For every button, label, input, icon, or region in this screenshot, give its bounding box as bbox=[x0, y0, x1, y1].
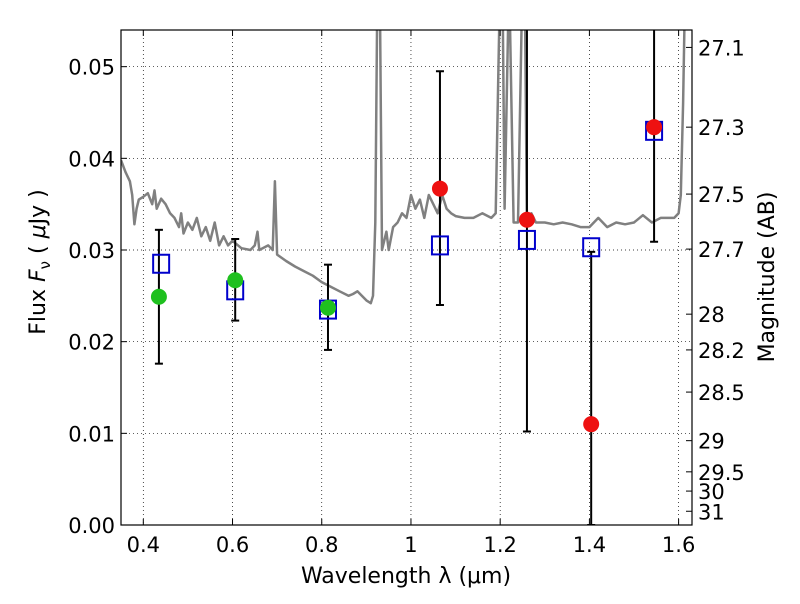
right-tick-label: 27.1 bbox=[698, 36, 745, 60]
observed-flux-point bbox=[583, 416, 600, 433]
y-tick-label: 0.03 bbox=[68, 239, 115, 263]
right-axis-label: Magnitude (AB) bbox=[755, 192, 780, 363]
grid-lines bbox=[121, 30, 692, 526]
y-axis-label: Flux Fν ( μJy ) bbox=[26, 189, 54, 334]
axis-ticks: 0.4 0.6 0.8 1 1.2 1.4 1.6 0.00 0.01 0.02 0.03 0.04 0… bbox=[68, 30, 745, 557]
x-tick-label: 1 bbox=[404, 533, 417, 557]
model-photometry-square bbox=[517, 229, 536, 250]
y-tick-label: 0.05 bbox=[68, 56, 115, 80]
observed-flux-point bbox=[150, 288, 167, 305]
observed-flux-point bbox=[518, 211, 535, 228]
model-photometry-square bbox=[430, 235, 449, 256]
right-tick-label: 28.5 bbox=[698, 381, 745, 405]
right-tick-label: 29.5 bbox=[698, 461, 745, 485]
observed-points-layer bbox=[150, 119, 663, 433]
model-spectrum-layer bbox=[121, 30, 686, 305]
y-axis-label-part: Jy ) bbox=[26, 189, 51, 226]
y-axis-label-part: ν bbox=[36, 261, 54, 269]
x-tick-label: 1.6 bbox=[662, 533, 695, 557]
y-tick-label: 0.01 bbox=[68, 422, 115, 446]
right-tick-label: 28.2 bbox=[698, 339, 745, 363]
observed-flux-point bbox=[227, 272, 244, 289]
y-tick-label: 0.00 bbox=[68, 514, 115, 538]
x-tick-label: 0.6 bbox=[216, 533, 249, 557]
x-tick-label: 0.8 bbox=[305, 533, 338, 557]
x-tick-label: 0.4 bbox=[127, 533, 160, 557]
observed-flux-point bbox=[646, 119, 663, 136]
model-photometry-square bbox=[582, 237, 601, 258]
observed-flux-point bbox=[431, 180, 448, 197]
y-axis-label-part: μ bbox=[26, 224, 51, 239]
observed-flux-point bbox=[319, 299, 336, 316]
model-points-layer bbox=[152, 120, 664, 320]
model-photometry-square bbox=[152, 253, 171, 274]
right-tick-label: 27.3 bbox=[698, 116, 745, 140]
model-spectrum-line bbox=[121, 30, 686, 305]
y-axis-label-part: Flux bbox=[26, 282, 51, 335]
right-tick-label: 29 bbox=[698, 430, 725, 454]
y-tick-label: 0.04 bbox=[68, 147, 115, 171]
right-tick-label: 31 bbox=[698, 500, 725, 524]
right-tick-label: 27.5 bbox=[698, 183, 745, 207]
right-tick-label: 28 bbox=[698, 303, 725, 327]
right-tick-label: 27.7 bbox=[698, 238, 745, 262]
plot-frame bbox=[120, 29, 693, 526]
right-tick-label: 30 bbox=[698, 480, 725, 504]
y-axis-label-part: F bbox=[26, 269, 51, 282]
y-tick-label: 0.02 bbox=[68, 331, 115, 355]
x-tick-label: 1.2 bbox=[483, 533, 516, 557]
y-axis-label-part: ( bbox=[26, 238, 51, 261]
error-bars-layer bbox=[154, 30, 659, 525]
x-tick-label: 1.4 bbox=[573, 533, 606, 557]
x-axis-label: Wavelength λ (μm) bbox=[301, 564, 511, 589]
